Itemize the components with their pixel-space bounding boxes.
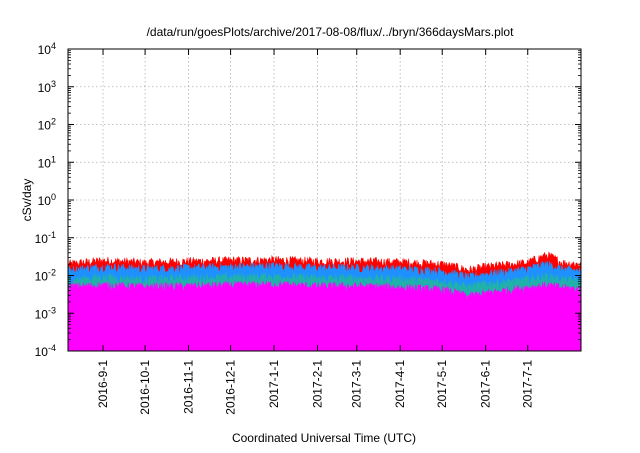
x-tick-label: 2016-11-1 bbox=[182, 360, 196, 414]
y-tick-label: 10-2 bbox=[35, 268, 56, 284]
chart-title: /data/run/goesPlots/archive/2017-08-08/f… bbox=[147, 25, 515, 39]
x-tick-label: 2016-12-1 bbox=[224, 360, 238, 415]
y-tick-label: 103 bbox=[38, 79, 56, 95]
y-tick-label: 101 bbox=[38, 154, 56, 170]
x-tick-label: 2017-1-1 bbox=[267, 360, 281, 408]
y-tick-label: 10-3 bbox=[35, 305, 56, 321]
x-axis-label: Coordinated Universal Time (UTC) bbox=[232, 431, 416, 445]
x-axis-ticks: 2016-9-1 2016-10-1 2016-11-1 2016-12-1 2017-… bbox=[96, 49, 535, 415]
series-layer bbox=[67, 251, 582, 352]
x-tick-label: 2017-4-1 bbox=[393, 360, 407, 408]
x-tick-label: 2017-2-1 bbox=[310, 360, 324, 408]
series-band-3 bbox=[67, 280, 582, 352]
x-tick-label: 2017-3-1 bbox=[350, 360, 364, 408]
x-tick-label: 2016-10-1 bbox=[138, 360, 152, 415]
y-tick-label: 10-4 bbox=[35, 343, 56, 359]
x-tick-label: 2016-9-1 bbox=[96, 360, 110, 408]
y-tick-label: 100 bbox=[38, 192, 56, 208]
x-tick-label: 2017-7-1 bbox=[521, 360, 535, 408]
y-tick-label: 10-1 bbox=[35, 230, 56, 246]
x-tick-label: 2017-5-1 bbox=[435, 360, 449, 408]
y-tick-label: 104 bbox=[38, 41, 56, 57]
x-tick-label: 2017-6-1 bbox=[479, 360, 493, 408]
y-axis-ticks: 10-4 10-3 10-2 10-1 100 101 102 103 104 bbox=[35, 41, 581, 359]
y-tick-label: 102 bbox=[38, 117, 56, 133]
y-axis-label: cSv/day bbox=[20, 179, 34, 222]
